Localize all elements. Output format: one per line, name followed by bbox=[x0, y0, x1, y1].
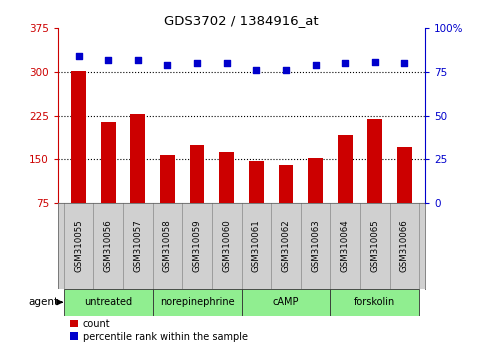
Text: GSM310064: GSM310064 bbox=[341, 219, 350, 272]
Text: GSM310063: GSM310063 bbox=[311, 219, 320, 272]
Point bbox=[371, 59, 379, 64]
Text: GSM310061: GSM310061 bbox=[252, 219, 261, 272]
Text: untreated: untreated bbox=[84, 297, 132, 307]
Text: GSM310059: GSM310059 bbox=[193, 219, 201, 272]
Point bbox=[341, 61, 349, 66]
Text: cAMP: cAMP bbox=[273, 297, 299, 307]
Point bbox=[193, 61, 201, 66]
Bar bbox=[249, 161, 264, 203]
Point bbox=[253, 68, 260, 73]
Legend: count, percentile rank within the sample: count, percentile rank within the sample bbox=[70, 319, 248, 342]
Point bbox=[312, 62, 319, 68]
Bar bbox=[242, 289, 330, 316]
Text: GSM310065: GSM310065 bbox=[370, 219, 379, 272]
Bar bbox=[71, 71, 86, 203]
Bar bbox=[308, 158, 323, 203]
Text: GSM310058: GSM310058 bbox=[163, 219, 172, 272]
Bar bbox=[153, 289, 242, 316]
Text: GSM310055: GSM310055 bbox=[74, 219, 83, 272]
Point bbox=[282, 68, 290, 73]
Bar bbox=[330, 289, 419, 316]
Point bbox=[104, 57, 112, 63]
Text: GSM310062: GSM310062 bbox=[282, 219, 290, 272]
Bar bbox=[397, 147, 412, 203]
Point bbox=[400, 61, 408, 66]
Bar bbox=[219, 152, 234, 203]
Bar bbox=[160, 155, 175, 203]
Text: agent: agent bbox=[28, 297, 58, 307]
Point bbox=[134, 57, 142, 63]
Bar bbox=[367, 119, 382, 203]
Bar bbox=[190, 145, 204, 203]
Point bbox=[223, 61, 230, 66]
Text: GSM310056: GSM310056 bbox=[104, 219, 113, 272]
Point bbox=[75, 53, 83, 59]
Bar bbox=[130, 114, 145, 203]
Text: GSM310060: GSM310060 bbox=[222, 219, 231, 272]
Bar bbox=[101, 121, 116, 203]
Bar bbox=[338, 135, 353, 203]
Bar bbox=[64, 289, 153, 316]
Text: GSM310066: GSM310066 bbox=[400, 219, 409, 272]
Point bbox=[164, 62, 171, 68]
Text: GSM310057: GSM310057 bbox=[133, 219, 142, 272]
Text: norepinephrine: norepinephrine bbox=[160, 297, 234, 307]
Bar bbox=[279, 165, 293, 203]
Text: forskolin: forskolin bbox=[354, 297, 396, 307]
Title: GDS3702 / 1384916_at: GDS3702 / 1384916_at bbox=[164, 14, 319, 27]
